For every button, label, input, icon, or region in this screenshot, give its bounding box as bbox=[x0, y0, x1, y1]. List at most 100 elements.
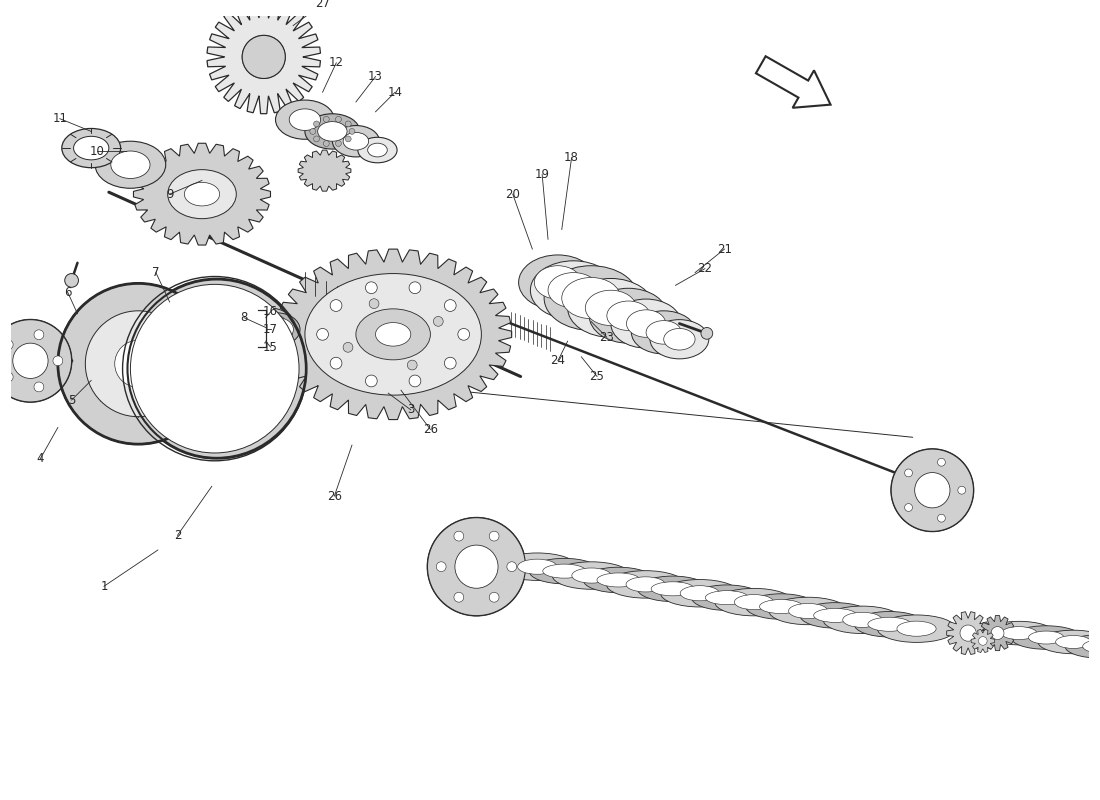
Ellipse shape bbox=[1082, 640, 1100, 653]
Circle shape bbox=[937, 458, 945, 466]
Circle shape bbox=[34, 330, 44, 340]
Circle shape bbox=[330, 300, 342, 311]
Ellipse shape bbox=[626, 577, 666, 592]
Polygon shape bbox=[207, 0, 320, 114]
Circle shape bbox=[34, 382, 44, 392]
Ellipse shape bbox=[843, 612, 882, 627]
Circle shape bbox=[242, 35, 285, 78]
Circle shape bbox=[407, 360, 417, 370]
Text: 27: 27 bbox=[315, 0, 330, 10]
Text: 3: 3 bbox=[407, 403, 415, 416]
Circle shape bbox=[365, 282, 377, 294]
Text: 6: 6 bbox=[64, 286, 72, 298]
Circle shape bbox=[490, 531, 499, 541]
Circle shape bbox=[455, 545, 498, 588]
Circle shape bbox=[428, 518, 526, 616]
Circle shape bbox=[409, 375, 421, 387]
Ellipse shape bbox=[1001, 626, 1036, 639]
Circle shape bbox=[891, 449, 974, 531]
Ellipse shape bbox=[631, 311, 696, 354]
Ellipse shape bbox=[375, 322, 410, 346]
Text: 19: 19 bbox=[535, 168, 550, 181]
Ellipse shape bbox=[318, 122, 348, 142]
Circle shape bbox=[13, 343, 48, 378]
Ellipse shape bbox=[343, 132, 368, 150]
Circle shape bbox=[345, 136, 351, 142]
Circle shape bbox=[937, 514, 945, 522]
Circle shape bbox=[444, 300, 456, 311]
Ellipse shape bbox=[627, 310, 666, 338]
Ellipse shape bbox=[111, 151, 150, 178]
Circle shape bbox=[242, 35, 285, 78]
Text: 26: 26 bbox=[422, 423, 438, 436]
Ellipse shape bbox=[260, 318, 294, 342]
Circle shape bbox=[345, 121, 351, 127]
Circle shape bbox=[891, 449, 974, 531]
Ellipse shape bbox=[356, 309, 430, 360]
Circle shape bbox=[904, 503, 913, 511]
Ellipse shape bbox=[552, 562, 630, 590]
Circle shape bbox=[454, 592, 464, 602]
Circle shape bbox=[126, 278, 307, 459]
Ellipse shape bbox=[661, 579, 739, 607]
Ellipse shape bbox=[305, 274, 482, 395]
Ellipse shape bbox=[251, 313, 287, 338]
Circle shape bbox=[370, 298, 379, 309]
Ellipse shape bbox=[680, 586, 719, 601]
Ellipse shape bbox=[74, 136, 109, 160]
Text: 7: 7 bbox=[152, 266, 160, 279]
Ellipse shape bbox=[332, 126, 380, 157]
Circle shape bbox=[336, 141, 341, 146]
Polygon shape bbox=[298, 150, 351, 191]
Text: 10: 10 bbox=[90, 145, 104, 158]
Ellipse shape bbox=[983, 622, 1055, 645]
Ellipse shape bbox=[498, 553, 576, 581]
Circle shape bbox=[0, 320, 72, 402]
Circle shape bbox=[437, 562, 447, 571]
Circle shape bbox=[189, 342, 244, 396]
Ellipse shape bbox=[544, 266, 638, 330]
Ellipse shape bbox=[789, 603, 828, 618]
Ellipse shape bbox=[1092, 639, 1100, 662]
Polygon shape bbox=[947, 612, 990, 654]
Circle shape bbox=[323, 116, 329, 122]
Ellipse shape bbox=[275, 100, 334, 139]
Text: 25: 25 bbox=[590, 370, 605, 383]
Circle shape bbox=[991, 626, 1004, 639]
Circle shape bbox=[343, 342, 353, 352]
Ellipse shape bbox=[814, 608, 857, 622]
Ellipse shape bbox=[800, 602, 870, 628]
Ellipse shape bbox=[769, 598, 847, 625]
Ellipse shape bbox=[1038, 630, 1100, 654]
Polygon shape bbox=[971, 630, 994, 653]
Text: 17: 17 bbox=[263, 323, 278, 336]
Text: 1: 1 bbox=[100, 580, 108, 593]
Ellipse shape bbox=[530, 261, 617, 320]
Ellipse shape bbox=[746, 594, 816, 619]
Circle shape bbox=[507, 562, 517, 571]
Circle shape bbox=[0, 320, 72, 402]
Circle shape bbox=[433, 317, 443, 326]
Ellipse shape bbox=[1056, 635, 1091, 649]
Circle shape bbox=[701, 327, 713, 339]
Ellipse shape bbox=[529, 558, 600, 584]
Ellipse shape bbox=[715, 588, 793, 616]
Text: 21: 21 bbox=[717, 242, 732, 255]
Circle shape bbox=[330, 358, 342, 369]
Ellipse shape bbox=[542, 564, 586, 578]
Ellipse shape bbox=[518, 559, 557, 574]
Circle shape bbox=[314, 121, 319, 127]
Ellipse shape bbox=[637, 576, 708, 602]
Circle shape bbox=[349, 129, 355, 134]
Text: 5: 5 bbox=[68, 394, 75, 406]
Ellipse shape bbox=[185, 182, 220, 206]
Circle shape bbox=[979, 637, 987, 646]
Ellipse shape bbox=[585, 290, 636, 326]
Ellipse shape bbox=[243, 308, 294, 343]
Circle shape bbox=[960, 625, 976, 641]
Ellipse shape bbox=[823, 606, 902, 634]
Ellipse shape bbox=[358, 138, 397, 162]
Ellipse shape bbox=[1028, 631, 1064, 644]
Circle shape bbox=[365, 375, 377, 387]
Circle shape bbox=[323, 141, 329, 146]
